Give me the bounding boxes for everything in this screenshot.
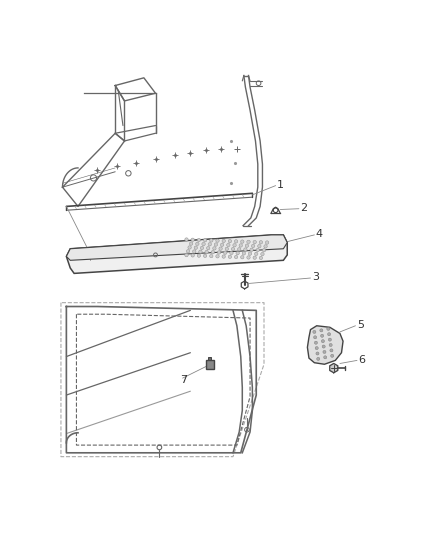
Polygon shape xyxy=(67,235,287,273)
Circle shape xyxy=(225,247,229,251)
Circle shape xyxy=(200,246,204,249)
Circle shape xyxy=(216,239,219,243)
Circle shape xyxy=(247,240,250,244)
Circle shape xyxy=(203,239,207,242)
Circle shape xyxy=(253,240,256,244)
Circle shape xyxy=(244,248,247,251)
Circle shape xyxy=(261,253,264,256)
Circle shape xyxy=(322,345,325,348)
Circle shape xyxy=(203,254,207,257)
Text: 7: 7 xyxy=(180,375,187,385)
Circle shape xyxy=(210,254,213,258)
Bar xyxy=(206,360,214,369)
Circle shape xyxy=(328,338,332,341)
Circle shape xyxy=(320,329,323,332)
Circle shape xyxy=(323,350,326,353)
Circle shape xyxy=(321,334,324,337)
Circle shape xyxy=(251,244,255,248)
Circle shape xyxy=(245,244,249,247)
Circle shape xyxy=(222,255,226,258)
Circle shape xyxy=(254,252,258,255)
Circle shape xyxy=(313,330,316,334)
Circle shape xyxy=(185,238,188,241)
Circle shape xyxy=(230,251,233,255)
Circle shape xyxy=(234,255,238,259)
Circle shape xyxy=(214,243,218,246)
Circle shape xyxy=(265,241,269,244)
Circle shape xyxy=(191,238,194,241)
Bar xyxy=(208,357,211,360)
Text: 6: 6 xyxy=(359,354,366,365)
Circle shape xyxy=(314,336,317,339)
Circle shape xyxy=(233,244,236,247)
Circle shape xyxy=(331,354,334,357)
Circle shape xyxy=(223,251,227,254)
Circle shape xyxy=(202,243,205,246)
Circle shape xyxy=(220,243,224,246)
Circle shape xyxy=(231,247,235,251)
Circle shape xyxy=(217,251,221,254)
Circle shape xyxy=(248,252,252,255)
Circle shape xyxy=(219,247,223,251)
Circle shape xyxy=(314,341,318,344)
Circle shape xyxy=(328,333,331,336)
Circle shape xyxy=(262,248,266,252)
Text: 2: 2 xyxy=(300,203,307,213)
Circle shape xyxy=(190,242,193,245)
Circle shape xyxy=(236,252,239,255)
Circle shape xyxy=(256,248,259,252)
Circle shape xyxy=(191,254,194,257)
Circle shape xyxy=(330,349,333,352)
Circle shape xyxy=(206,246,210,250)
Circle shape xyxy=(240,240,244,243)
Polygon shape xyxy=(307,326,343,364)
Circle shape xyxy=(199,250,202,254)
Circle shape xyxy=(259,240,263,244)
Text: 1: 1 xyxy=(277,180,284,190)
Polygon shape xyxy=(67,235,287,260)
Circle shape xyxy=(240,255,244,259)
Circle shape xyxy=(210,239,213,242)
Circle shape xyxy=(228,255,232,259)
Circle shape xyxy=(329,343,332,346)
Circle shape xyxy=(321,340,325,343)
Circle shape xyxy=(188,246,191,249)
Circle shape xyxy=(194,246,198,249)
Circle shape xyxy=(239,244,243,247)
Circle shape xyxy=(226,243,230,247)
Circle shape xyxy=(196,242,199,246)
Circle shape xyxy=(315,346,318,350)
Circle shape xyxy=(247,256,250,259)
Circle shape xyxy=(222,239,226,243)
Circle shape xyxy=(234,240,238,243)
Circle shape xyxy=(211,251,215,254)
Circle shape xyxy=(316,352,319,355)
Circle shape xyxy=(185,254,188,257)
Circle shape xyxy=(193,250,196,253)
Circle shape xyxy=(250,248,253,252)
Circle shape xyxy=(208,243,212,246)
Circle shape xyxy=(317,357,320,360)
Text: 5: 5 xyxy=(357,320,364,330)
Circle shape xyxy=(237,248,241,251)
Circle shape xyxy=(264,245,267,248)
Circle shape xyxy=(258,245,261,248)
Circle shape xyxy=(186,249,190,253)
Circle shape xyxy=(197,254,201,257)
Circle shape xyxy=(205,251,208,254)
Text: 4: 4 xyxy=(316,229,323,239)
Circle shape xyxy=(324,356,327,359)
Circle shape xyxy=(259,256,263,260)
Circle shape xyxy=(197,238,201,241)
Polygon shape xyxy=(330,364,338,373)
Circle shape xyxy=(228,239,232,243)
Text: 3: 3 xyxy=(312,272,319,282)
Circle shape xyxy=(242,252,246,255)
Circle shape xyxy=(213,247,216,250)
Circle shape xyxy=(253,256,256,260)
Circle shape xyxy=(327,327,330,330)
Circle shape xyxy=(216,255,219,258)
